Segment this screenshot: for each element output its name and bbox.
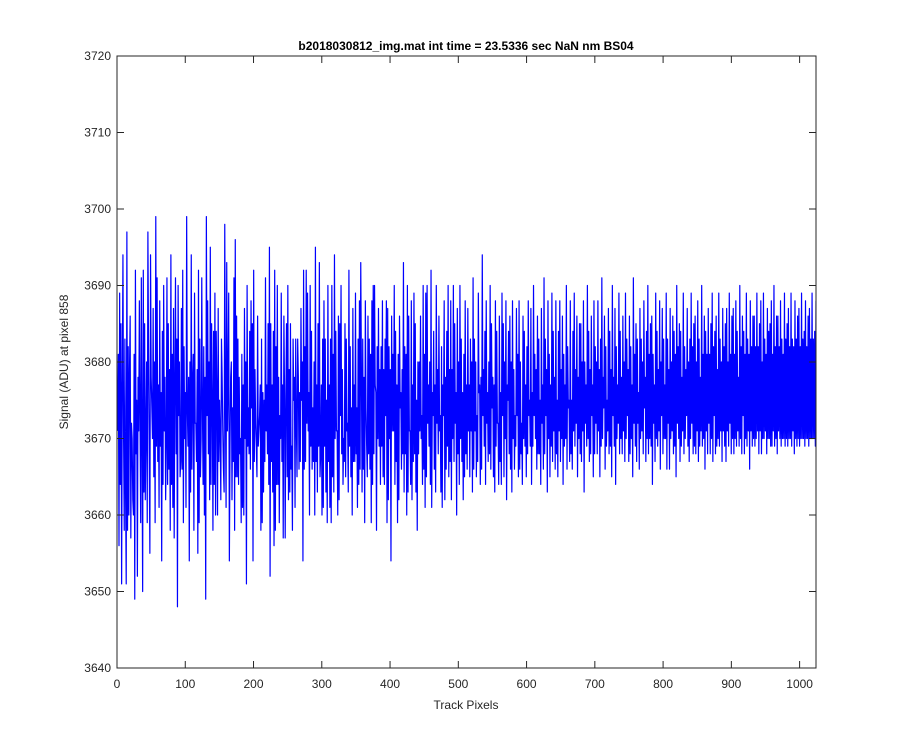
y-tick-label: 3690 <box>84 279 111 293</box>
x-tick-label: 1000 <box>786 677 813 691</box>
y-axis-label: Signal (ADU) at pixel 858 <box>57 294 71 429</box>
y-tick-label: 3650 <box>84 585 111 599</box>
x-tick-label: 200 <box>244 677 264 691</box>
y-tick-label: 3700 <box>84 202 111 216</box>
x-tick-label: 300 <box>312 677 332 691</box>
y-tick-label: 3710 <box>84 126 111 140</box>
chart-title: b2018030812_img.mat int time = 23.5336 s… <box>298 39 634 53</box>
y-tick-label: 3640 <box>84 661 111 675</box>
x-tick-label: 600 <box>517 677 537 691</box>
y-tick-label: 3680 <box>84 355 111 369</box>
x-axis-ticks: 0 100 200 300 400 500 600 700 800 900 1000 <box>114 56 813 691</box>
x-tick-label: 100 <box>175 677 195 691</box>
series-layer <box>117 216 816 608</box>
y-tick-label: 3670 <box>84 432 111 446</box>
signal-series-line <box>117 216 816 608</box>
x-tick-label: 700 <box>585 677 605 691</box>
x-tick-label: 400 <box>380 677 400 691</box>
x-tick-label: 500 <box>448 677 468 691</box>
x-axis-label: Track Pixels <box>434 698 499 712</box>
x-tick-label: 0 <box>114 677 121 691</box>
y-axis-ticks: 3640 3650 3660 3670 3680 3690 3700 3710 3720 <box>84 49 816 675</box>
y-tick-label: 3720 <box>84 49 111 63</box>
x-tick-label: 800 <box>653 677 673 691</box>
x-tick-label: 900 <box>721 677 741 691</box>
y-tick-label: 3660 <box>84 508 111 522</box>
